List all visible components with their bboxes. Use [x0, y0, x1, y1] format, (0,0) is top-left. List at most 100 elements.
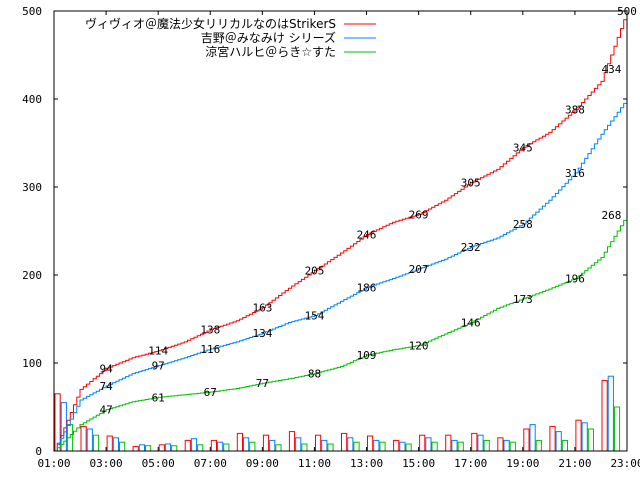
data-label: 138	[200, 324, 220, 337]
hourly-bar	[393, 439, 400, 452]
hourly-bar	[243, 437, 250, 452]
legend-entry-label: ヴィヴィオ＠魔法少女リリカルなのはStrikerS	[85, 16, 336, 31]
hourly-bar	[184, 439, 191, 452]
hourly-bar	[295, 437, 302, 452]
data-label: 88	[308, 368, 321, 381]
x-tick-label: 17:00	[454, 457, 487, 470]
data-label: 94	[99, 362, 113, 375]
data-label: 305	[461, 177, 481, 190]
x-tick-label: 05:00	[142, 457, 175, 470]
legend-entry-label: 吉野＠みなみけ シリーズ	[201, 30, 336, 45]
series-line	[54, 215, 628, 452]
data-label: 114	[148, 345, 168, 358]
hourly-bar	[445, 434, 452, 452]
hourly-bar	[119, 441, 126, 452]
hourly-bar	[138, 444, 146, 452]
data-label: 232	[461, 241, 481, 254]
data-label: 434	[601, 63, 621, 76]
hourly-bar	[555, 431, 562, 452]
x-tick-label: 23:00	[610, 457, 640, 470]
hourly-bar	[347, 437, 354, 452]
hourly-bar	[353, 441, 360, 452]
hourly-bar	[171, 445, 178, 452]
hourly-bar	[288, 431, 296, 452]
x-tick-label: 03:00	[90, 457, 123, 470]
hourly-bar	[112, 437, 120, 452]
hourly-bar	[132, 446, 139, 452]
hourly-bar	[601, 380, 608, 452]
data-label: 186	[357, 281, 377, 294]
x-tick-label: 09:00	[246, 457, 279, 470]
hourly-bar	[419, 434, 426, 452]
hourly-bar	[503, 439, 510, 452]
hourly-bar	[217, 441, 224, 452]
data-label: 67	[204, 386, 217, 399]
hourly-bar	[190, 438, 198, 452]
series-lines	[54, 11, 628, 452]
hourly-bar	[86, 428, 93, 452]
data-label: 388	[565, 104, 585, 117]
data-label: 207	[409, 263, 429, 276]
hourly-bar	[367, 435, 374, 452]
data-label: 205	[305, 265, 325, 278]
data-label: 163	[252, 302, 272, 315]
y-tick-label: 500	[22, 5, 42, 18]
x-tick-label: 15:00	[402, 457, 435, 470]
x-tick-label: 13:00	[350, 457, 383, 470]
data-label: 74	[99, 380, 113, 393]
y-tick-label: 400	[22, 93, 42, 106]
hourly-bar	[341, 432, 348, 452]
plot-frame	[53, 10, 628, 452]
hourly-bar	[535, 439, 542, 452]
data-label: 268	[601, 209, 621, 222]
hourly-bar	[483, 439, 490, 452]
hourly-bar	[587, 428, 594, 452]
hourly-bar	[477, 434, 484, 452]
hourly-bar	[561, 439, 568, 452]
hourly-bars	[54, 375, 621, 452]
hourly-bar	[92, 434, 100, 452]
y-tick-label: 0	[35, 445, 42, 458]
data-label: 134	[252, 327, 272, 340]
legend-entry-label: 涼宮ハルヒ＠らき☆すた	[205, 44, 336, 59]
data-label: 196	[565, 273, 585, 286]
hourly-bar	[575, 419, 582, 452]
hourly-bar	[523, 428, 530, 452]
data-label: 109	[357, 349, 377, 362]
hourly-bar	[471, 432, 478, 452]
hourly-bar	[607, 375, 614, 452]
y-tick-label: 300	[22, 181, 42, 194]
x-tick-label: 19:00	[506, 457, 539, 470]
hourly-bar	[581, 422, 588, 452]
hourly-bar	[399, 441, 406, 452]
hourly-bar	[327, 443, 334, 452]
hourly-bar	[373, 439, 380, 452]
hourly-bar	[509, 441, 516, 452]
hourly-bar	[249, 441, 256, 452]
data-label: 173	[513, 293, 533, 306]
hourly-bar	[269, 439, 276, 452]
hourly-bar	[497, 437, 504, 452]
series-line	[54, 11, 628, 452]
x-tick-label: 11:00	[298, 457, 331, 470]
hourly-bar	[315, 434, 322, 452]
hourly-bar	[80, 425, 87, 452]
hourly-bar	[529, 424, 536, 452]
hourly-bar	[301, 443, 308, 452]
hourly-bar	[158, 444, 165, 452]
hourly-bar	[405, 443, 412, 452]
data-label: 146	[461, 317, 481, 330]
hourly-bar	[54, 393, 61, 452]
hourly-bar	[613, 406, 621, 452]
data-labels: 9411413816320524626930534538843450074971…	[99, 5, 636, 417]
data-label: 269	[409, 208, 429, 221]
x-tick-label: 21:00	[558, 457, 591, 470]
data-label: 345	[513, 141, 533, 154]
hourly-bar	[164, 443, 172, 452]
hourly-bar	[262, 434, 270, 452]
hourly-bar	[321, 439, 328, 452]
data-label: 47	[99, 404, 112, 417]
data-label: 97	[152, 360, 165, 373]
